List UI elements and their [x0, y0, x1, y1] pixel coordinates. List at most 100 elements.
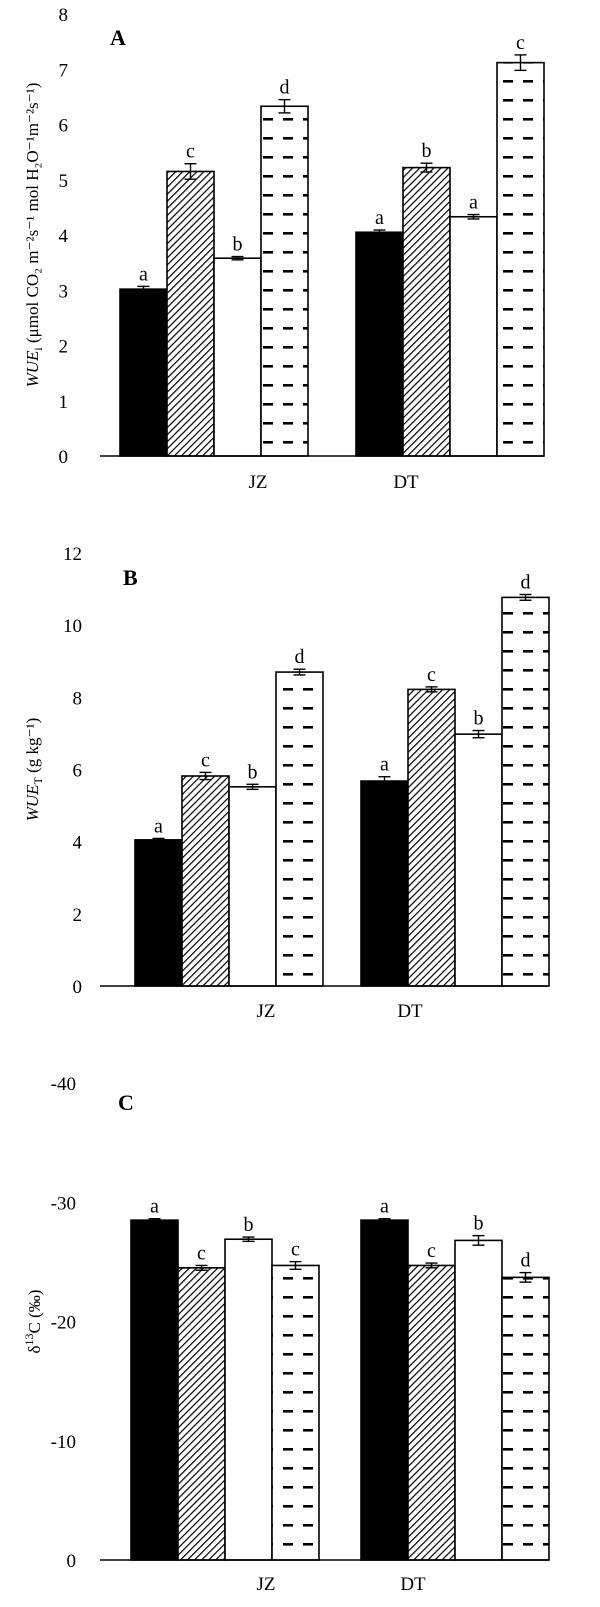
- error-bar: [278, 98, 291, 114]
- y-tick-label: -10: [51, 1432, 76, 1453]
- y-tick-label: -30: [51, 1193, 76, 1214]
- panel-A: A 0 1 2 3 4 5 6 7 8 WUEi (μmol CO₂ m⁻²s⁻¹ mol H₂O⁻…: [23, 5, 545, 493]
- significance-letter: a: [469, 192, 478, 214]
- significance-letter: a: [380, 1196, 389, 1218]
- x-category-label: JZ: [257, 1001, 276, 1022]
- bar-JZ-3: [224, 1238, 273, 1561]
- significance-letter: b: [422, 140, 432, 162]
- x-category-label: JZ: [249, 472, 268, 493]
- bar-DT-4: [501, 596, 550, 987]
- bar-DT-2: [407, 688, 456, 987]
- bar-DT-4: [496, 61, 545, 457]
- y-tick-label: 4: [59, 226, 69, 247]
- bar-DT-3: [454, 1239, 503, 1561]
- y-tick-label: 8: [73, 688, 83, 709]
- error-bar: [425, 686, 438, 693]
- panel-label: A: [110, 25, 126, 50]
- bar-JZ-4: [260, 105, 309, 457]
- error-bar: [246, 783, 259, 791]
- error-bar: [420, 162, 433, 173]
- significance-letter: a: [139, 263, 148, 285]
- panel-B: B 0 2 4 6 8 10 12 WUET (g kg⁻¹) a c b d JZ a c b d DT: [23, 544, 550, 1022]
- y-tick-label: 0: [59, 447, 69, 468]
- bar-DT-2: [407, 1264, 456, 1561]
- y-tick-label: 12: [63, 544, 82, 565]
- panel-label: B: [123, 565, 138, 590]
- bar-DT-3: [454, 733, 503, 987]
- y-tick-label: 2: [59, 337, 69, 358]
- error-bar: [519, 593, 532, 601]
- bar-JZ-4: [271, 1264, 320, 1561]
- error-bar: [184, 163, 197, 180]
- y-tick-label: 4: [73, 833, 83, 854]
- error-bar: [148, 1218, 161, 1223]
- error-bar: [152, 837, 165, 843]
- error-bar: [467, 213, 480, 220]
- y-axis-label: WUET (g kg⁻¹): [23, 718, 45, 822]
- significance-letter: a: [150, 1196, 159, 1218]
- y-tick-label: 10: [63, 616, 82, 637]
- significance-letter: c: [197, 1242, 206, 1264]
- x-category-label: DT: [397, 1001, 423, 1022]
- significance-letter: d: [521, 571, 531, 593]
- bar-JZ-3: [228, 786, 277, 987]
- y-tick-label: 8: [59, 5, 69, 26]
- y-tick-label: 6: [73, 761, 83, 782]
- error-bar: [231, 255, 244, 261]
- y-axis-label: δ13C (‰): [22, 1290, 44, 1354]
- error-bar: [514, 54, 527, 72]
- bar-DT-1: [360, 1219, 409, 1561]
- error-bar: [378, 776, 391, 787]
- significance-letter: d: [295, 646, 305, 668]
- error-bar: [242, 1236, 255, 1243]
- error-bar: [137, 285, 150, 293]
- significance-letter: c: [291, 1239, 300, 1261]
- error-bar: [195, 1264, 208, 1271]
- y-axis-label: WUEi (μmol CO₂ m⁻²s⁻¹ mol H₂O⁻¹m⁻²s⁻¹): [23, 83, 45, 388]
- bar-JZ-4: [275, 671, 324, 987]
- bar-JZ-3: [213, 257, 262, 457]
- error-bar: [519, 1271, 532, 1283]
- y-tick-label: 5: [59, 171, 69, 192]
- bar-DT-1: [360, 780, 409, 987]
- bar-DT-1: [355, 231, 404, 457]
- significance-letter: b: [474, 1213, 484, 1235]
- x-category-label: DT: [393, 472, 419, 493]
- error-bar: [373, 229, 386, 236]
- significance-letter: b: [248, 761, 258, 783]
- bar-JZ-1: [134, 839, 183, 987]
- y-tick-label: 0: [67, 1551, 77, 1572]
- y-tick-label: -40: [51, 1074, 76, 1095]
- bar-JZ-2: [166, 170, 215, 457]
- y-tick-label: 2: [73, 905, 83, 926]
- bar-JZ-2: [177, 1267, 226, 1561]
- error-bar: [472, 1234, 485, 1246]
- y-tick-label: -20: [51, 1313, 76, 1334]
- y-tick-label: 3: [59, 281, 69, 302]
- significance-letter: d: [280, 77, 290, 99]
- panel-C: C 0 -10 -20 -30 -40 δ13C (‰) a c b c JZ a c b d DT: [22, 1074, 550, 1595]
- y-tick-label: 0: [73, 977, 83, 998]
- bar-DT-4: [501, 1276, 550, 1561]
- significance-letter: a: [154, 815, 163, 837]
- significance-letter: c: [186, 141, 195, 163]
- bar-JZ-1: [119, 288, 168, 457]
- bar-DT-2: [402, 166, 451, 457]
- y-tick-label: 7: [59, 60, 69, 81]
- bar-JZ-2: [181, 775, 230, 987]
- significance-letter: d: [521, 1250, 531, 1272]
- significance-letter: c: [201, 749, 210, 771]
- significance-letter: c: [516, 32, 525, 54]
- significance-letter: a: [380, 754, 389, 776]
- significance-letter: b: [474, 708, 484, 730]
- panel-label: C: [118, 1090, 134, 1115]
- error-bar: [293, 668, 306, 676]
- bar-DT-3: [449, 215, 498, 457]
- significance-letter: a: [375, 207, 384, 229]
- error-bar: [425, 1262, 438, 1269]
- significance-letter: b: [233, 234, 243, 256]
- y-tick-label: 1: [59, 392, 69, 413]
- y-tick-label: 6: [59, 116, 69, 137]
- x-category-label: DT: [400, 1574, 426, 1595]
